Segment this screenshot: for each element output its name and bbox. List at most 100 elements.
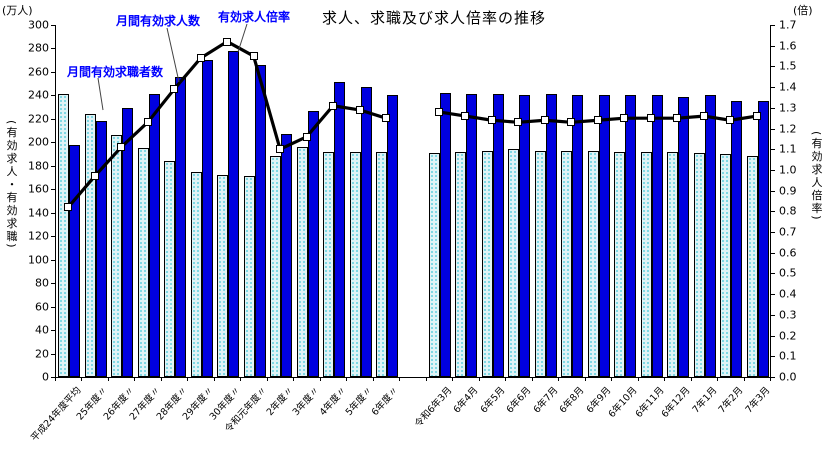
right-axis-tick-label: 1.1 [779,142,797,156]
openings-bar [678,96,690,377]
ratio-marker [540,116,549,125]
left-axis-tick [51,259,55,261]
seekers-bar [164,161,176,377]
left-axis-tick [51,48,55,50]
right-axis-tick-label: 1.2 [779,122,797,136]
ratio-marker [196,54,205,63]
left-axis-tick [51,25,55,26]
right-axis-tick [771,25,775,26]
x-axis-tick [531,378,533,381]
right-axis-tick-label: 1.7 [779,18,797,32]
left-axis-tick [51,236,55,238]
x-axis-tick [293,378,295,381]
seekers-bar [243,176,255,377]
seekers-bar [640,151,652,377]
seekers-bar [481,150,493,377]
left-axis-tick-label: 220 [28,112,49,126]
ratio-marker [64,203,73,212]
seekers-bar [84,114,96,377]
ratio-marker [434,107,443,116]
annotation-pointer-line [237,23,248,53]
right-axis-tick-label: 0.2 [779,329,797,343]
ratio-marker [567,118,576,127]
x-axis-category-label: 7年2月 [716,385,746,416]
seekers-bar [296,147,308,377]
x-axis-category-label: 3年度〃 [290,385,322,419]
x-axis-tick [770,378,771,381]
left-axis-tick [51,95,55,97]
x-axis-tick [187,378,189,381]
ratio-marker [646,114,655,123]
right-axis-tick-label: 0.6 [779,246,797,260]
x-axis-tick [584,378,586,381]
seekers-bar [667,151,679,377]
left-axis-tick-label: 0 [42,370,49,384]
left-axis-tick [51,353,55,355]
seekers-bar [190,171,202,377]
openings-bar [439,93,451,377]
ratio-marker [143,118,152,127]
openings-bar [545,94,557,377]
right-axis-tick-label: 1.5 [779,59,797,73]
openings-bar [201,60,213,377]
left-axis-tick [51,330,55,332]
seekers-bar [561,150,573,377]
seekers-bar [720,154,732,377]
right-axis-tick-label: 0.5 [779,266,797,280]
x-axis-tick [240,378,242,381]
ratio-marker [620,114,629,123]
seekers-bar [58,94,70,377]
right-axis-tick [771,232,775,234]
x-axis-tick [558,378,560,381]
x-axis-tick [505,378,507,381]
right-axis-title: (有効求人倍率) [810,131,823,222]
x-axis-category-label: 令和6年3月 [412,385,455,430]
openings-bar [466,94,478,377]
left-axis-tick-label: 300 [28,18,49,32]
openings-bar [360,87,372,377]
left-axis-tick [51,283,55,285]
x-axis-tick [611,378,613,381]
seekers-bar [111,135,123,377]
right-axis-tick [771,169,775,171]
left-axis-tick [51,306,55,308]
right-axis-tick-label: 0.7 [779,225,797,239]
seekers-bar [614,151,626,377]
x-axis-category-label: 7年1月 [690,385,720,416]
chart-title: 求人、求職及び求人倍率の推移 [322,9,547,27]
seekers-bar [455,151,467,377]
left-axis-tick-label: 140 [28,206,49,220]
left-axis-tick-label: 200 [28,135,49,149]
x-axis-tick [478,378,480,381]
openings-bar [625,95,637,377]
x-axis-tick [213,378,215,381]
right-axis-tick [771,294,775,296]
ratio-marker [726,116,735,125]
left-axis-tick-label: 180 [28,159,49,173]
right-axis-tick-label: 1.4 [779,80,797,94]
ratio-marker [170,85,179,94]
left-axis-tick-label: 60 [35,300,49,314]
seekers-bar [137,148,149,377]
openings-bar [572,95,584,377]
x-axis-tick [717,378,719,381]
left-axis-tick [51,189,55,191]
ratio-marker [514,118,523,127]
seekers-bar [217,175,229,377]
ratio-marker [487,116,496,125]
x-axis-tick [266,378,268,381]
right-axis-tick [771,211,775,213]
x-axis-category-label: 6年6月 [504,385,534,416]
right-axis-unit: (倍) [793,4,813,17]
ratio-marker [249,52,258,61]
right-axis-tick-label: 1.3 [779,101,797,115]
x-axis-tick [81,378,83,381]
right-axis-tick-label: 0.0 [779,370,797,384]
openings-bar [69,144,81,377]
right-axis-tick-label: 0.1 [779,349,797,363]
x-axis-category-label: 4年度〃 [317,385,349,419]
right-axis-tick [771,335,775,337]
x-axis-category-label: 6年7月 [531,385,561,416]
left-axis-tick-label: 260 [28,65,49,79]
right-axis-tick [771,45,775,47]
